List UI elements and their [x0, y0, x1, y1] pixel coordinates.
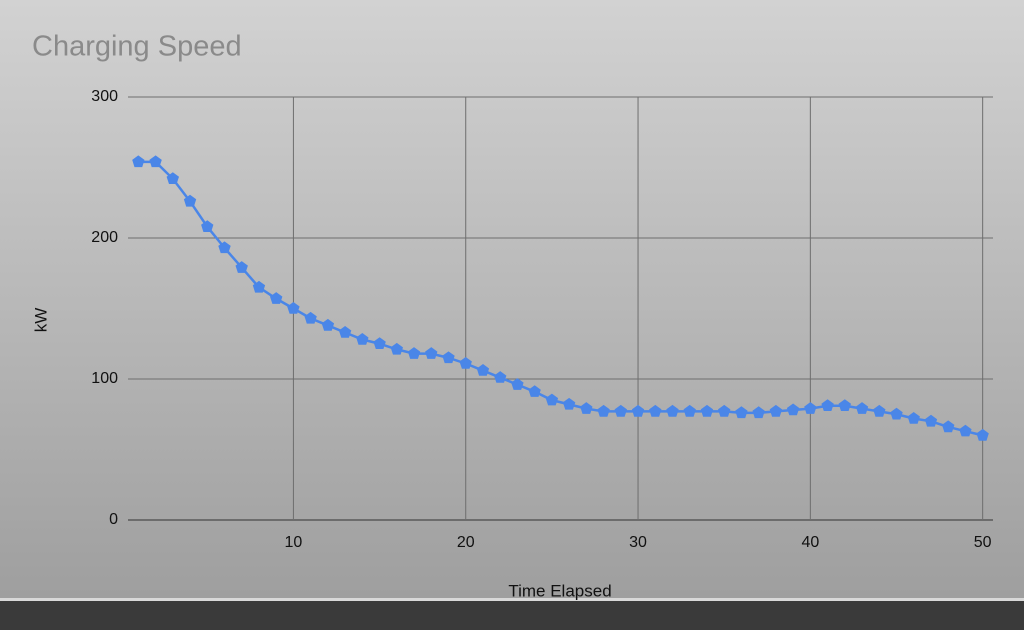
- x-tick-label: 40: [801, 534, 819, 551]
- marker: [700, 404, 714, 417]
- marker: [252, 280, 266, 293]
- marker: [924, 414, 938, 427]
- marker: [786, 403, 800, 416]
- marker: [476, 364, 490, 376]
- marker: [976, 428, 989, 441]
- marker: [407, 347, 421, 359]
- marker: [597, 404, 610, 417]
- marker: [338, 326, 352, 338]
- marker: [735, 406, 748, 419]
- x-tick-label: 30: [629, 534, 647, 551]
- marker: [321, 318, 335, 331]
- y-tick-label: 200: [91, 229, 118, 246]
- player-bar: [0, 598, 1024, 630]
- marker: [442, 351, 455, 364]
- marker: [511, 378, 524, 390]
- marker: [752, 406, 765, 419]
- marker: [132, 155, 145, 168]
- marker: [459, 357, 472, 369]
- marker: [804, 402, 817, 414]
- x-tick-label: 10: [285, 534, 303, 551]
- marker: [287, 302, 300, 314]
- marker: [838, 399, 851, 411]
- marker: [235, 261, 248, 273]
- marker: [718, 404, 731, 417]
- marker: [890, 407, 903, 420]
- x-tick-label: 20: [457, 534, 475, 551]
- marker: [149, 155, 162, 168]
- marker: [769, 404, 783, 417]
- marker: [425, 347, 438, 359]
- marker: [649, 404, 662, 417]
- marker: [183, 194, 197, 207]
- x-tick-label: 50: [974, 534, 992, 551]
- progress-bar: [0, 598, 1024, 601]
- y-tick-label: 300: [91, 88, 118, 105]
- marker: [373, 337, 386, 349]
- marker: [390, 342, 403, 355]
- marker: [580, 402, 593, 414]
- marker: [562, 397, 576, 410]
- y-axis-label: kW: [31, 308, 50, 333]
- marker: [270, 292, 283, 304]
- marker: [545, 393, 559, 406]
- marker: [821, 399, 834, 411]
- marker: [614, 404, 627, 417]
- marker: [873, 404, 886, 417]
- chart-title: Charging Speed: [32, 31, 242, 63]
- marker: [959, 424, 972, 437]
- marker: [201, 220, 214, 232]
- marker: [942, 420, 955, 433]
- marker: [683, 404, 696, 417]
- marker: [218, 241, 231, 254]
- marker: [166, 172, 179, 184]
- marker: [356, 333, 369, 345]
- marker: [666, 404, 679, 417]
- y-tick-label: 100: [91, 370, 118, 387]
- marker: [528, 385, 541, 397]
- marker: [631, 404, 645, 417]
- marker: [907, 412, 920, 424]
- x-axis-label: Time Elapsed: [508, 581, 611, 600]
- y-tick-label: 0: [109, 511, 118, 528]
- marker: [304, 311, 317, 324]
- marker: [855, 402, 869, 414]
- marker: [494, 371, 507, 383]
